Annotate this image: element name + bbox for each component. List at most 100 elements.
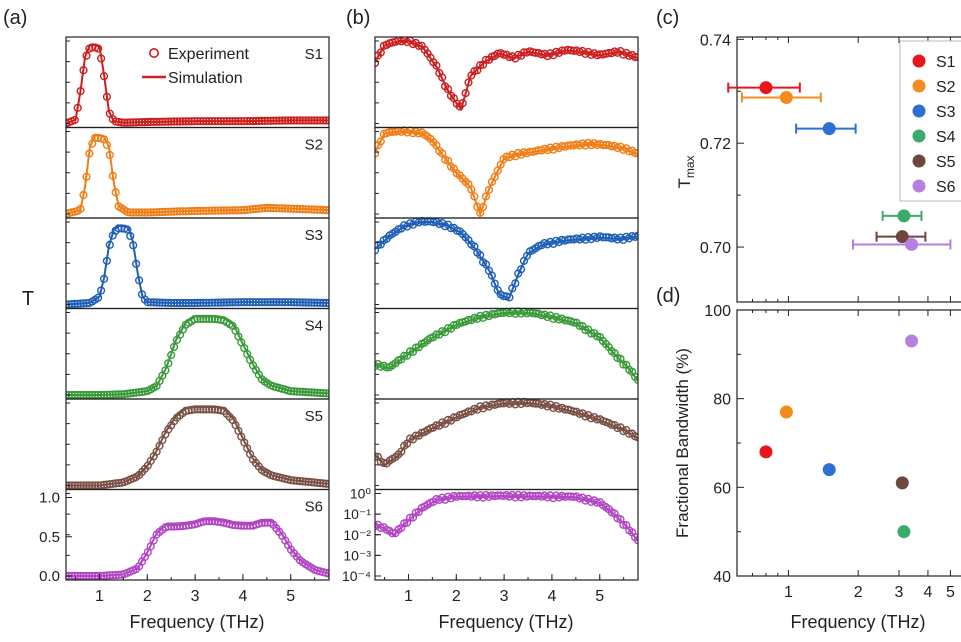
- experiment-point-S4: [170, 342, 179, 352]
- experiment-point-S1: [304, 116, 313, 125]
- experiment-point-S1: [266, 116, 275, 125]
- point-S3: [822, 122, 836, 136]
- experiment-point-S3: [143, 298, 152, 307]
- experiment-point-S2: [187, 207, 196, 216]
- experiment-point-S5: [304, 477, 313, 487]
- experiment-point-S5: [316, 479, 325, 488]
- experiment-point-S2: [251, 204, 261, 214]
- experiment-point-S1: [251, 116, 261, 126]
- experiment-point-S2: [269, 204, 278, 213]
- experiment-point-S1: [196, 117, 205, 126]
- experiment-point-S2: [298, 205, 307, 214]
- panel-label-a: (a): [3, 7, 27, 29]
- experiment-point-S3: [499, 292, 508, 301]
- experiment-point-S1: [310, 116, 319, 125]
- experiment-point-S1: [184, 117, 193, 126]
- experiment-point-S4: [88, 390, 97, 400]
- ylabel-d: Fractional Bandwidth (%): [673, 348, 692, 538]
- experiment-point-S3: [563, 235, 573, 244]
- experiment-point-S1: [76, 86, 85, 96]
- xlabel-b: Frequency (THz): [438, 612, 573, 632]
- experiment-point-S6: [167, 522, 176, 531]
- experiment-point-S2: [193, 206, 202, 216]
- experiment-point-S6: [181, 521, 190, 530]
- experiment-point-S3: [307, 298, 316, 307]
- experiment-point-S5: [111, 479, 120, 488]
- experiment-point-S4: [493, 309, 502, 318]
- xlabel-a: Frequency (THz): [129, 612, 264, 632]
- ylabel-c-subscript: max: [683, 155, 697, 178]
- experiment-point-S2: [295, 204, 304, 214]
- experiment-point-S1: [414, 41, 423, 51]
- experiment-point-S3: [219, 298, 228, 307]
- experiment-point-S3: [281, 298, 290, 307]
- experiment-point-S5: [322, 479, 329, 488]
- experiment-point-S3: [222, 298, 231, 307]
- experiment-point-S2: [525, 147, 535, 156]
- experiment-point-S2: [79, 190, 88, 200]
- experiment-point-S4: [193, 314, 202, 324]
- x-tick-label: 5: [946, 584, 955, 601]
- experiment-point-S5: [76, 481, 85, 490]
- experiment-point-S3: [146, 298, 155, 307]
- experiment-point-S3: [181, 298, 190, 308]
- experiment-point-S2: [140, 208, 150, 217]
- experiment-point-S1: [243, 116, 252, 126]
- experiment-point-S1: [322, 116, 329, 125]
- experiment-point-S1: [461, 88, 470, 98]
- experiment-point-S2: [289, 204, 299, 213]
- experiment-point-S1: [181, 117, 190, 126]
- experiment-point-S1: [216, 117, 226, 126]
- y-tick-label: 40: [713, 569, 731, 586]
- experiment-point-S2: [481, 192, 491, 201]
- legend-label-S3: S3: [936, 104, 956, 121]
- experiment-point-S4: [93, 390, 103, 400]
- experiment-point-S2: [631, 148, 638, 158]
- experiment-point-S1: [158, 117, 167, 126]
- experiment-point-S3: [304, 298, 313, 307]
- experiment-point-S6: [202, 517, 211, 526]
- experiment-point-S3: [257, 298, 266, 307]
- experiment-point-S6: [108, 571, 117, 580]
- experiment-point-S2: [149, 208, 158, 217]
- experiment-point-S6: [184, 521, 193, 530]
- experiment-point-S5: [88, 481, 97, 490]
- y-tick-label: 1.0: [39, 490, 60, 507]
- experiment-point-S1: [464, 78, 473, 87]
- experiment-point-S5: [91, 481, 100, 490]
- experiment-point-S4: [205, 314, 214, 324]
- legend-box: [899, 40, 961, 202]
- experiment-point-S5: [114, 479, 123, 488]
- experiment-point-S1: [96, 54, 106, 63]
- experiment-point-S2: [132, 208, 141, 217]
- experiment-point-S4: [102, 390, 112, 399]
- experiment-point-S2: [158, 207, 167, 217]
- experiment-point-S5: [208, 405, 217, 414]
- experiment-point-S2: [102, 140, 112, 150]
- experiment-point-S3: [66, 300, 73, 309]
- experiment-point-S4: [164, 359, 173, 368]
- experiment-point-S4: [73, 390, 82, 400]
- experiment-point-S6: [102, 571, 112, 580]
- experiment-point-S4: [569, 318, 578, 327]
- experiment-point-S4: [196, 314, 205, 324]
- point-S2: [779, 90, 793, 104]
- experiment-point-S3: [126, 231, 135, 241]
- simulation-line-S4: [375, 311, 638, 382]
- xlabel-d: Frequency (THz): [790, 612, 925, 632]
- y-tick-label: 60: [713, 480, 731, 497]
- experiment-point-S5: [105, 480, 114, 489]
- experiment-point-S2: [143, 208, 152, 217]
- experiment-point-S4: [137, 387, 147, 397]
- experiment-point-S1: [93, 44, 103, 53]
- experiment-point-S4: [213, 315, 223, 324]
- experiment-point-S6: [406, 513, 415, 522]
- legend-experiment-label: Experiment: [168, 46, 249, 63]
- experiment-point-S3: [269, 298, 278, 307]
- experiment-point-S1: [234, 117, 243, 126]
- experiment-point-S4: [99, 390, 109, 400]
- experiment-point-S1: [193, 117, 202, 126]
- experiment-point-S5: [66, 481, 73, 490]
- experiment-point-S6: [85, 571, 94, 580]
- experiment-point-S3: [76, 299, 85, 308]
